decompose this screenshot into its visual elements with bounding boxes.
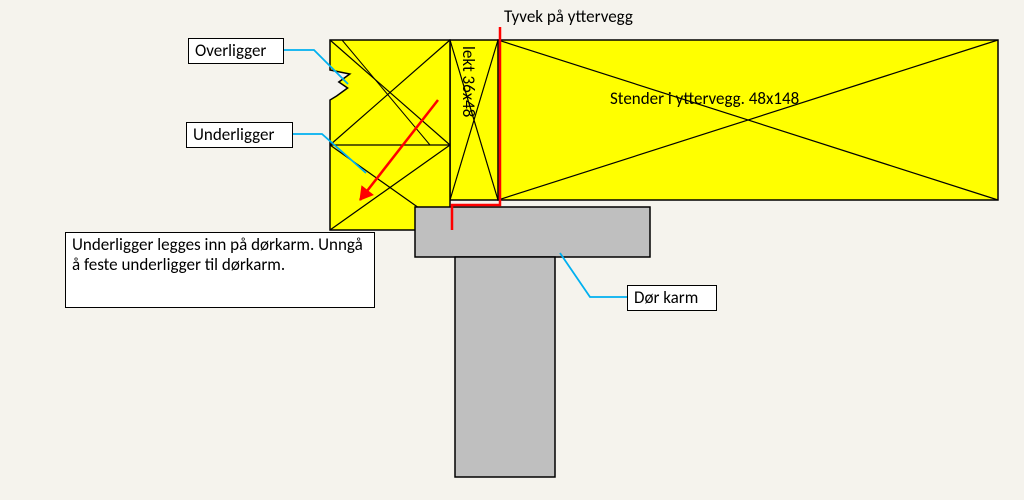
label-underligger: Underligger [186, 122, 293, 148]
label-stender: Stender i yttervegg. 48x148 [610, 88, 799, 109]
label-lekt: lekt 36x48 [458, 46, 479, 117]
label-note: Underligger legges inn på dørkarm. Unngå… [65, 232, 375, 308]
label-overligger: Overligger [188, 38, 284, 64]
label-dorkarm: Dør karm [627, 285, 717, 311]
label-tyvek: Tyvek på yttervegg [504, 6, 633, 27]
